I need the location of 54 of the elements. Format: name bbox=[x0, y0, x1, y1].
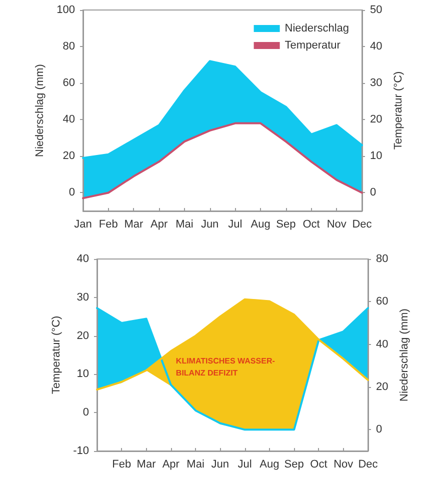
x-tick-label: Jan bbox=[74, 218, 92, 230]
y-tick-label: 20 bbox=[62, 150, 75, 162]
y2-tick-label: 50 bbox=[370, 4, 382, 16]
x-tick-label: Feb bbox=[112, 458, 132, 470]
y-tick-label: 60 bbox=[62, 77, 75, 90]
y-tick-label: 0 bbox=[68, 186, 75, 199]
legend-label: Temperatur bbox=[284, 40, 341, 52]
y-axis-title: Temperatur (°C) bbox=[50, 316, 63, 394]
legend-label: Niederschlag bbox=[284, 22, 349, 34]
y-tick-label: 80 bbox=[62, 40, 75, 53]
x-tick-label: Sep bbox=[284, 458, 304, 470]
y2-tick-label: 10 bbox=[370, 150, 382, 162]
y-tick-label: 10 bbox=[76, 368, 89, 380]
y-tick-label: 0 bbox=[82, 406, 89, 419]
x-tick-label: Sep bbox=[276, 218, 296, 230]
y2-tick-label: 40 bbox=[370, 40, 382, 53]
x-tick-label: Dec bbox=[352, 218, 372, 230]
x-tick-label: Jun bbox=[211, 458, 230, 470]
annotation: KLIMATISCHES WASSER- BILANZ DEFIZIT bbox=[176, 356, 276, 378]
x-tick-label: Oct bbox=[310, 458, 328, 470]
x-tick-label: Jul bbox=[238, 458, 252, 470]
y-tick-label: 30 bbox=[76, 291, 89, 304]
y-tick-label: 20 bbox=[76, 330, 89, 342]
y-tick-label: 100 bbox=[56, 4, 75, 16]
y2-tick-label: 60 bbox=[376, 296, 388, 308]
y2-tick-label: 0 bbox=[370, 186, 376, 199]
x-tick-label: Aug bbox=[250, 218, 270, 230]
x-tick-label: Nov bbox=[334, 458, 354, 470]
x-tick-label: Mai bbox=[176, 218, 194, 230]
line-series bbox=[82, 122, 363, 200]
y-tick-label: 40 bbox=[76, 253, 89, 265]
x-tick-label: Mai bbox=[186, 458, 204, 470]
y2-tick-label: 0 bbox=[376, 424, 382, 436]
x-tick-label: Aug bbox=[260, 458, 280, 470]
y2-axis-title: Temperatur (°C) bbox=[392, 71, 405, 150]
y2-tick-label: 20 bbox=[370, 114, 382, 126]
y-axis-title: Niederschlag (mm) bbox=[34, 64, 46, 157]
x-tick-label: Apr bbox=[150, 218, 168, 230]
y2-tick-label: 20 bbox=[376, 381, 388, 393]
y2-tick-label: 80 bbox=[376, 253, 388, 265]
y2-axis-title: Niederschlag (mm) bbox=[398, 308, 411, 402]
x-tick-label: Oct bbox=[302, 218, 320, 230]
y-tick-label: -10 bbox=[73, 445, 89, 457]
x-tick-label: Mar bbox=[124, 218, 144, 230]
y2-tick-label: 30 bbox=[370, 77, 382, 90]
x-tick-label: Mar bbox=[136, 458, 156, 470]
x-tick-label: Apr bbox=[162, 458, 180, 470]
y2-tick-label: 40 bbox=[376, 338, 388, 350]
x-tick-label: Nov bbox=[326, 218, 347, 230]
x-tick-label: Jul bbox=[228, 218, 242, 230]
x-tick-label: Feb bbox=[98, 218, 118, 230]
x-tick-label: Dec bbox=[358, 458, 378, 470]
x-tick-label: Jun bbox=[200, 218, 219, 230]
y-tick-label: 40 bbox=[62, 114, 75, 126]
